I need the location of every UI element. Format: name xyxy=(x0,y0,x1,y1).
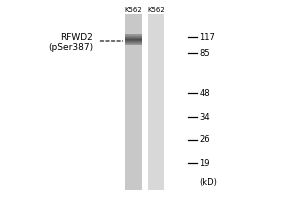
Bar xyxy=(148,14,164,190)
Bar xyxy=(125,41,142,42)
Bar xyxy=(125,40,142,41)
Bar xyxy=(125,36,142,37)
Text: RFWD2: RFWD2 xyxy=(60,32,93,42)
Text: 19: 19 xyxy=(200,158,210,168)
Text: K562: K562 xyxy=(124,7,142,13)
Bar xyxy=(125,38,142,39)
Text: 34: 34 xyxy=(200,112,210,121)
Bar xyxy=(125,37,142,38)
Text: 26: 26 xyxy=(200,136,210,144)
Bar xyxy=(125,43,142,44)
Bar xyxy=(125,14,142,190)
Bar xyxy=(125,44,142,45)
Bar xyxy=(125,34,142,35)
Text: (pSer387): (pSer387) xyxy=(48,44,93,52)
Text: 48: 48 xyxy=(200,88,210,98)
Text: (kD): (kD) xyxy=(200,178,217,186)
Bar xyxy=(125,39,142,40)
Bar xyxy=(125,35,142,36)
Bar xyxy=(125,42,142,43)
Text: 117: 117 xyxy=(200,32,215,42)
Text: 85: 85 xyxy=(200,48,210,58)
Text: K562: K562 xyxy=(147,7,165,13)
